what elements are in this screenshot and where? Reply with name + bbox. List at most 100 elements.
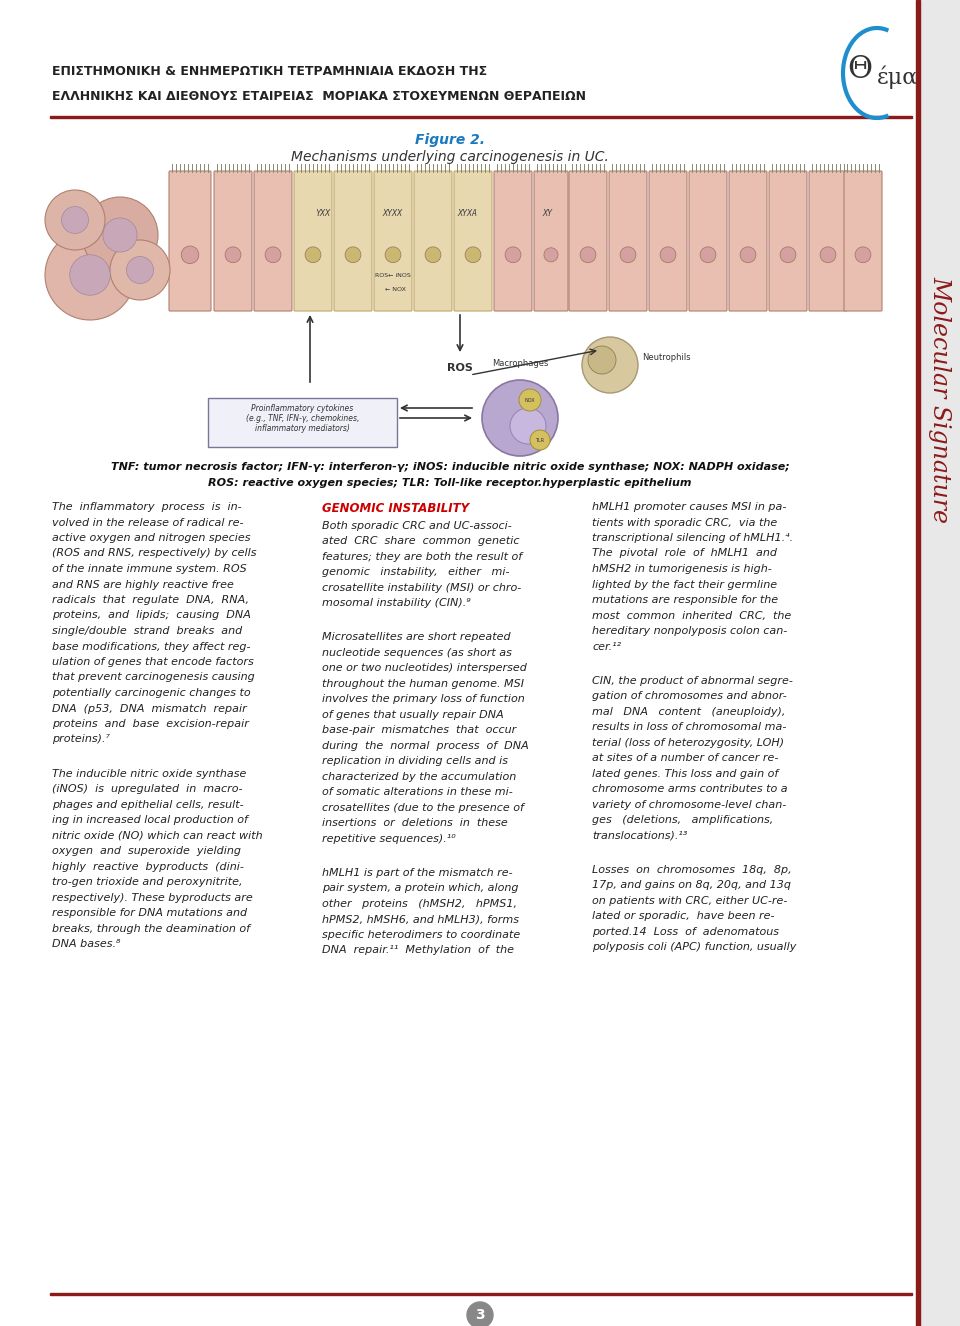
Text: gation of chromosomes and abnor-: gation of chromosomes and abnor- (592, 691, 787, 701)
Text: lighted by the fact their germline: lighted by the fact their germline (592, 579, 778, 590)
FancyBboxPatch shape (649, 171, 687, 312)
FancyBboxPatch shape (844, 171, 882, 312)
Text: ported.14  Loss  of  adenomatous: ported.14 Loss of adenomatous (592, 927, 779, 936)
Bar (920, 0, 960, 1326)
Text: hMLH1 is part of the mismatch re-: hMLH1 is part of the mismatch re- (322, 867, 513, 878)
Circle shape (305, 247, 321, 263)
Bar (50, 1293, 912, 1296)
Text: results in loss of chromosomal ma-: results in loss of chromosomal ma- (592, 723, 786, 732)
Text: ← NOX: ← NOX (375, 286, 406, 292)
FancyBboxPatch shape (334, 171, 372, 312)
Text: tro­gen trioxide and peroxynitrite,: tro­gen trioxide and peroxynitrite, (52, 876, 243, 887)
Circle shape (110, 240, 170, 300)
Text: and RNS are highly reactive free: and RNS are highly reactive free (52, 579, 234, 590)
Circle shape (465, 247, 481, 263)
Text: CIN, the product of abnormal segre-: CIN, the product of abnormal segre- (592, 676, 793, 686)
Text: most  common  inherited  CRC,  the: most common inherited CRC, the (592, 610, 791, 621)
Text: Molecular Signature: Molecular Signature (928, 277, 951, 524)
Circle shape (505, 247, 521, 263)
Text: Microsatellites are short repeated: Microsatellites are short repeated (322, 633, 511, 642)
Text: base modifications, they affect reg-: base modifications, they affect reg- (52, 642, 251, 651)
Text: Θ: Θ (848, 54, 873, 85)
Circle shape (467, 1302, 493, 1326)
Text: oxygen  and  superoxide  yielding: oxygen and superoxide yielding (52, 846, 241, 857)
Text: ulation of genes that encode factors: ulation of genes that encode factors (52, 656, 253, 667)
Text: TLR: TLR (536, 438, 544, 443)
Circle shape (582, 337, 638, 392)
Text: ΕΠΙΣΤΗΜΟΝΙΚΗ & ΕΝΗΜΕΡΩΤΙΚΗ ΤΕΤΡΑΜΗΝΙΑΙΑ ΕΚΔΟΣΗ ΤΗΣ: ΕΠΙΣΤΗΜΟΝΙΚΗ & ΕΝΗΜΕΡΩΤΙΚΗ ΤΕΤΡΑΜΗΝΙΑΙΑ … (52, 65, 487, 78)
Text: XYXX: XYXX (383, 210, 403, 217)
Text: mosomal instability (CIN).⁹: mosomal instability (CIN).⁹ (322, 598, 470, 609)
Text: replication in dividing cells and is: replication in dividing cells and is (322, 756, 508, 766)
Text: radicals  that  regulate  DNA,  RNA,: radicals that regulate DNA, RNA, (52, 595, 249, 605)
Circle shape (660, 247, 676, 263)
Circle shape (265, 247, 281, 263)
Text: 17p, and gains on 8q, 20q, and 13q: 17p, and gains on 8q, 20q, and 13q (592, 880, 791, 890)
Text: features; they are both the result of: features; they are both the result of (322, 552, 522, 562)
FancyBboxPatch shape (689, 171, 727, 312)
Circle shape (544, 248, 558, 261)
FancyBboxPatch shape (414, 171, 452, 312)
FancyBboxPatch shape (208, 398, 397, 447)
FancyBboxPatch shape (494, 171, 532, 312)
Text: at sites of a number of cancer re-: at sites of a number of cancer re- (592, 753, 779, 762)
Text: terial (loss of heterozygosity, LOH): terial (loss of heterozygosity, LOH) (592, 737, 784, 748)
Text: during  the  normal  process  of  DNA: during the normal process of DNA (322, 741, 529, 751)
Text: hMLH1 promoter causes MSI in pa-: hMLH1 promoter causes MSI in pa- (592, 503, 786, 512)
Bar (50, 115, 912, 118)
Circle shape (780, 247, 796, 263)
Text: TNF: tumor necrosis factor; IFN-γ: interferon-γ; iNOS: inducible nitric oxide sy: TNF: tumor necrosis factor; IFN-γ: inter… (110, 461, 789, 472)
Text: ing in increased local production of: ing in increased local production of (52, 815, 248, 825)
Circle shape (82, 198, 158, 273)
Text: throughout the human genome. MSI: throughout the human genome. MSI (322, 679, 524, 688)
Circle shape (510, 408, 546, 444)
Text: that prevent carcinogenesis causing: that prevent carcinogenesis causing (52, 672, 254, 683)
FancyBboxPatch shape (534, 171, 568, 312)
Circle shape (225, 247, 241, 263)
Text: specific heterodimers to coordinate: specific heterodimers to coordinate (322, 930, 520, 940)
Text: on patients with CRC, either UC-re-: on patients with CRC, either UC-re- (592, 895, 787, 906)
Text: DNA  (p53,  DNA  mismatch  repair: DNA (p53, DNA mismatch repair (52, 704, 247, 713)
Circle shape (45, 190, 105, 251)
Text: nucleotide sequences (as short as: nucleotide sequences (as short as (322, 647, 512, 658)
Bar (52, 164, 910, 455)
Text: of genes that usually repair DNA: of genes that usually repair DNA (322, 709, 504, 720)
Text: DNA  repair.¹¹  Methylation  of  the: DNA repair.¹¹ Methylation of the (322, 945, 514, 955)
Text: transcriptional silencing of hMLH1.⁴.: transcriptional silencing of hMLH1.⁴. (592, 533, 793, 544)
Circle shape (482, 381, 558, 456)
Circle shape (425, 247, 441, 263)
Text: mutations are responsible for the: mutations are responsible for the (592, 595, 779, 605)
Text: Both sporadic CRC and UC-associ-: Both sporadic CRC and UC-associ- (322, 521, 512, 530)
Circle shape (103, 217, 137, 252)
Text: of the innate immune system. ROS: of the innate immune system. ROS (52, 564, 247, 574)
Text: nitric oxide (NO) which can react with: nitric oxide (NO) which can react with (52, 830, 263, 841)
Text: crosatellite instability (MSI) or chro-: crosatellite instability (MSI) or chro- (322, 582, 521, 593)
Text: phages and epithelial cells, result-: phages and epithelial cells, result- (52, 800, 244, 810)
Circle shape (588, 346, 616, 374)
Text: variety of chromosome-level chan-: variety of chromosome-level chan- (592, 800, 786, 810)
Text: DNA bases.⁸: DNA bases.⁸ (52, 939, 121, 949)
Text: cer.¹²: cer.¹² (592, 642, 621, 651)
FancyBboxPatch shape (809, 171, 847, 312)
Text: Figure 2.: Figure 2. (415, 133, 485, 147)
Text: of somatic alterations in these mi-: of somatic alterations in these mi- (322, 788, 513, 797)
FancyBboxPatch shape (569, 171, 607, 312)
Text: involves the primary loss of function: involves the primary loss of function (322, 695, 525, 704)
Text: hereditary nonpolyposis colon can-: hereditary nonpolyposis colon can- (592, 626, 787, 636)
Circle shape (740, 247, 756, 263)
Text: crosatellites (due to the presence of: crosatellites (due to the presence of (322, 802, 524, 813)
FancyBboxPatch shape (769, 171, 807, 312)
Text: hMSH2 in tumorigenesis is high-: hMSH2 in tumorigenesis is high- (592, 564, 772, 574)
FancyBboxPatch shape (729, 171, 767, 312)
Text: single/double  strand  breaks  and: single/double strand breaks and (52, 626, 242, 636)
Text: Macrophages: Macrophages (492, 359, 548, 369)
Circle shape (700, 247, 716, 263)
Text: ROS← iNOS: ROS← iNOS (375, 273, 411, 278)
Text: hPMS2, hMSH6, and hMLH3), forms: hPMS2, hMSH6, and hMLH3), forms (322, 915, 519, 924)
Circle shape (385, 247, 401, 263)
Text: Neutrophils: Neutrophils (642, 353, 690, 362)
Text: insertions  or  deletions  in  these: insertions or deletions in these (322, 818, 508, 829)
Text: other   proteins   (hMSH2,   hPMS1,: other proteins (hMSH2, hPMS1, (322, 899, 517, 908)
Text: genomic   instability,   either   mi-: genomic instability, either mi- (322, 568, 510, 577)
Bar (916, 0, 920, 1326)
